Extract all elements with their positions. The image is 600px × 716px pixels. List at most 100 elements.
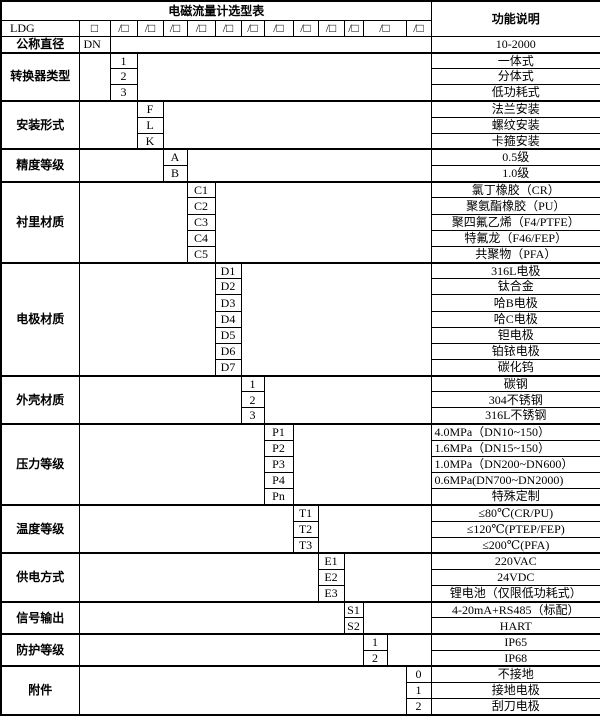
merged-empty-cell <box>78 99 138 150</box>
option-desc: 4-20mA+RS485（标配） <box>430 600 600 619</box>
option-desc: 刮刀电极 <box>430 698 600 716</box>
model-code-row: LDG □ /□ /□ /□ /□ /□ /□ /□ /□ /□ /□ /□ /… <box>0 19 600 37</box>
code-box: /□ <box>405 19 432 37</box>
option-desc: 钛合金 <box>430 278 600 296</box>
category-label: 公称直径 <box>0 35 80 54</box>
option-code: T2 <box>292 520 319 538</box>
option-code: F <box>136 99 164 118</box>
option-code: C5 <box>186 245 216 264</box>
option-desc: ≤120℃(PTEP/FEP) <box>430 520 600 538</box>
option-code: C3 <box>186 213 216 231</box>
option-desc: 铂铱电极 <box>430 342 600 360</box>
option-code: B <box>162 165 188 183</box>
option-desc: 法兰安装 <box>430 99 600 118</box>
option-code: D5 <box>214 326 242 344</box>
merged-empty-cell <box>78 633 364 667</box>
option-desc: 分体式 <box>430 68 600 86</box>
option-desc: 10-2000 <box>430 35 600 54</box>
option-desc: 卡箍安装 <box>430 132 600 150</box>
option-desc: 4.0MPa（DN10~150） <box>430 423 600 441</box>
option-desc: 1.0MPa（DN200~DN600） <box>430 455 600 474</box>
merged-empty-cell <box>78 503 294 554</box>
code-box: /□ <box>162 19 188 37</box>
option-desc: 螺纹安装 <box>430 116 600 134</box>
option-desc: 304不锈钢 <box>430 391 600 409</box>
option-code: DN <box>78 35 111 54</box>
category-label: 安装形式 <box>0 99 80 150</box>
option-code: P3 <box>263 455 294 474</box>
merged-empty-cell <box>162 99 432 150</box>
option-code: S2 <box>343 617 364 635</box>
option-code: 1 <box>362 633 388 651</box>
option-desc: 哈C电极 <box>430 310 600 328</box>
option-desc: 碳化钨 <box>430 358 600 377</box>
option-code: L <box>136 116 164 134</box>
option-code: 2 <box>405 698 432 716</box>
option-code: D7 <box>214 358 242 377</box>
model-code: LDG <box>0 19 80 37</box>
code-box: /□ <box>317 19 345 37</box>
option-desc: 24VDC <box>430 568 600 587</box>
option-desc: HART <box>430 617 600 635</box>
code-box: /□ <box>136 19 164 37</box>
category-label: 精度等级 <box>0 148 80 183</box>
option-code: C1 <box>186 180 216 199</box>
option-desc: 1.6MPa（DN15~150） <box>430 439 600 457</box>
option-code: P4 <box>263 472 294 490</box>
option-desc: 聚四氟乙烯（F4/PTFE） <box>430 213 600 231</box>
option-code: 2 <box>109 68 138 86</box>
option-desc: 1.0级 <box>430 165 600 183</box>
merged-empty-cell <box>78 600 345 635</box>
code-box: /□ <box>109 19 138 37</box>
option-code: 2 <box>362 649 388 667</box>
option-code: 1 <box>109 51 138 70</box>
category-label: 衬里材质 <box>0 180 80 264</box>
code-box: /□ <box>214 19 242 37</box>
option-desc: 氯丁橡胶（CR） <box>430 180 600 199</box>
option-desc: 碳钢 <box>430 374 600 393</box>
code-box: □ <box>78 19 111 37</box>
merged-empty-cell <box>317 503 432 554</box>
merged-empty-cell <box>214 180 432 264</box>
merged-empty-cell <box>78 261 216 377</box>
merged-empty-cell <box>78 665 407 716</box>
category-label: 供电方式 <box>0 552 80 603</box>
merged-empty-cell <box>362 600 432 635</box>
option-desc: 聚氨酯橡胶（PU） <box>430 197 600 215</box>
option-code: D3 <box>214 294 242 312</box>
category-label: 信号输出 <box>0 600 80 635</box>
option-code: D4 <box>214 310 242 328</box>
option-code: D2 <box>214 278 242 296</box>
merged-empty-cell <box>292 423 432 506</box>
option-code: T1 <box>292 503 319 522</box>
option-code: 3 <box>109 84 138 102</box>
code-box: /□ <box>292 19 319 37</box>
function-column-header: 功能说明 <box>430 0 600 37</box>
option-code: A <box>162 148 188 167</box>
option-desc: 钽电极 <box>430 326 600 344</box>
code-box: /□ <box>240 19 265 37</box>
option-desc: 共聚物（PFA） <box>430 245 600 264</box>
merged-empty-cell <box>78 148 164 183</box>
code-box: /□ <box>263 19 294 37</box>
option-desc: 316L不锈钢 <box>430 407 600 425</box>
option-desc: 不接地 <box>430 665 600 684</box>
option-code: 3 <box>240 407 265 425</box>
option-desc: 0.5级 <box>430 148 600 167</box>
code-box: /□ <box>362 19 407 37</box>
option-code: 2 <box>240 391 265 409</box>
option-code: P1 <box>263 423 294 441</box>
merged-empty-cell <box>186 148 432 183</box>
table-title: 电磁流量计选型表 <box>0 0 432 21</box>
merged-empty-cell <box>240 261 432 377</box>
diameter-row: 公称直径 DN 10-2000 <box>0 35 600 54</box>
category-label: 附件 <box>0 665 80 716</box>
category-label: 外壳材质 <box>0 374 80 425</box>
option-desc: ≤80℃(CR/PU) <box>430 503 600 522</box>
code-box: /□ <box>186 19 216 37</box>
option-desc: 锂电池（仅限低功耗式） <box>430 585 600 603</box>
option-desc: 接地电极 <box>430 682 600 700</box>
merged-empty-cell <box>343 552 432 603</box>
